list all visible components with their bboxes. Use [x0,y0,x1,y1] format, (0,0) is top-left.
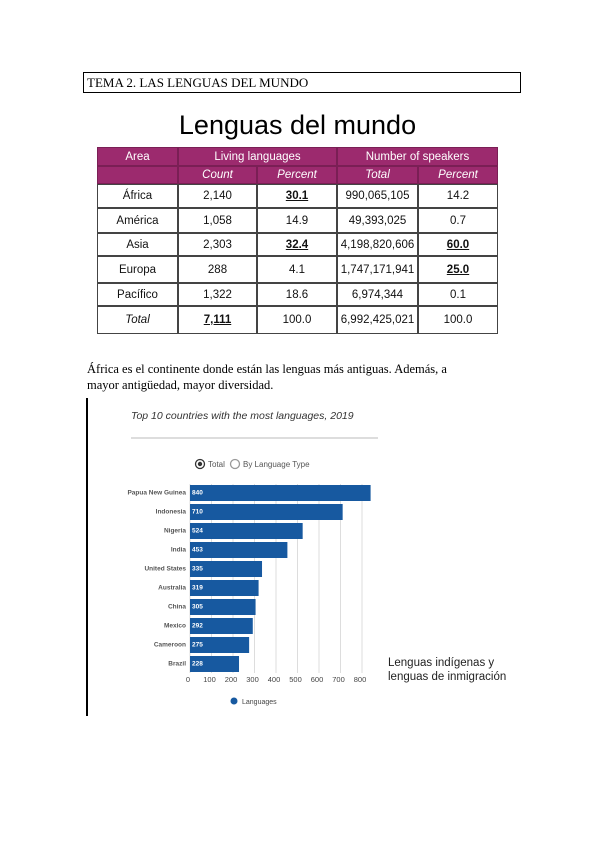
bar [190,580,259,596]
header-cell [97,166,178,184]
header-cell: Number of speakers [337,147,498,166]
table-cell: 990,065,105 [337,184,418,208]
table-cell: 6,992,425,021 [337,306,418,334]
y-tick-label: Papua New Guinea [127,490,186,497]
subheader-cell: Total [337,166,418,184]
subheader-cell: Count [178,166,257,184]
value-label: 319 [192,585,203,592]
table-cell: 4.1 [257,256,337,283]
table-cell: 18.6 [257,283,337,306]
value-label: 305 [192,604,203,611]
table-cell: 4,198,820,606 [337,233,418,256]
header-title: TEMA 2. LAS LENGUAS DEL MUNDO [83,72,521,93]
bar [190,561,263,577]
bar [190,542,288,558]
y-tick-label: United States [144,566,186,573]
margin-rule [86,398,88,716]
subheader-cell: Percent [418,166,498,184]
subheader-cell: Percent [257,166,337,184]
table-cell: 60.0 [418,233,498,256]
table-cell: 49,393,025 [337,208,418,233]
x-tick-label: 800 [354,675,367,684]
table-cell: 14.9 [257,208,337,233]
legend-marker [230,697,238,705]
bar [190,599,256,615]
annotation: Lenguas indígenas y lenguas de inmigraci… [388,657,507,683]
y-tick-label: India [171,547,187,554]
value-label: 840 [192,490,203,497]
table-cell: Europa [97,256,178,283]
paragraph: África es el continente donde están las … [87,362,447,392]
table-cell: 0.1 [418,283,498,306]
x-tick-label: 100 [203,675,216,684]
table-cell: América [97,208,178,233]
chart-title: Top 10 countries with the most languages… [131,410,354,422]
table-cell: 25.0 [418,256,498,283]
bar [190,656,240,672]
table-cell: 14.2 [418,184,498,208]
y-tick-label: Australia [158,585,186,592]
table-cell: 2,303 [178,233,257,256]
y-tick-label: Nigeria [164,528,186,535]
value-label: 228 [192,661,203,668]
table-cell: 1,058 [178,208,257,233]
value-label: 275 [192,642,203,649]
header-cell: Living languages [178,147,337,166]
table-cell: Asia [97,233,178,256]
bar [190,637,250,653]
table-cell: 32.4 [257,233,337,256]
table-title: Lenguas del mundo [178,110,417,140]
control-label: Total [208,460,225,469]
value-label: 292 [192,623,203,630]
table-cell: 0.7 [418,208,498,233]
value-label: 453 [192,547,203,554]
bar [190,523,303,539]
radio-dot [197,461,203,467]
x-tick-label: 300 [246,675,259,684]
y-tick-label: Mexico [164,623,186,630]
value-label: 335 [192,566,203,573]
table-cell: 288 [178,256,257,283]
y-tick-label: Indonesia [156,509,187,516]
x-tick-label: 700 [332,675,345,684]
x-tick-label: 0 [186,675,190,684]
table-cell: África [97,184,178,208]
header-cell: Area [97,147,178,166]
y-tick-label: China [168,604,186,611]
radio-type[interactable] [229,458,241,470]
table-cell: 2,140 [178,184,257,208]
table-cell: 1,322 [178,283,257,306]
bar [190,485,371,501]
bar [190,618,253,634]
table-cell: 30.1 [257,184,337,208]
table-cell: 1,747,171,941 [337,256,418,283]
legend-label: Languages [242,699,277,706]
value-label: 710 [192,509,203,516]
x-tick-label: 200 [225,675,238,684]
y-tick-label: Brazil [168,661,186,668]
y-tick-label: Cameroon [154,642,186,649]
table-cell: 6,974,344 [337,283,418,306]
x-tick-label: 600 [311,675,324,684]
bar [190,504,343,520]
x-tick-label: 500 [289,675,302,684]
table-cell: 7,111 [178,306,257,334]
value-label: 524 [192,528,203,535]
control-label: By Language Type [243,460,310,469]
table-cell: 100.0 [257,306,337,334]
table-cell: Pacífico [97,283,178,306]
x-tick-label: 400 [268,675,281,684]
table-cell: 100.0 [418,306,498,334]
table-cell: Total [97,306,178,334]
